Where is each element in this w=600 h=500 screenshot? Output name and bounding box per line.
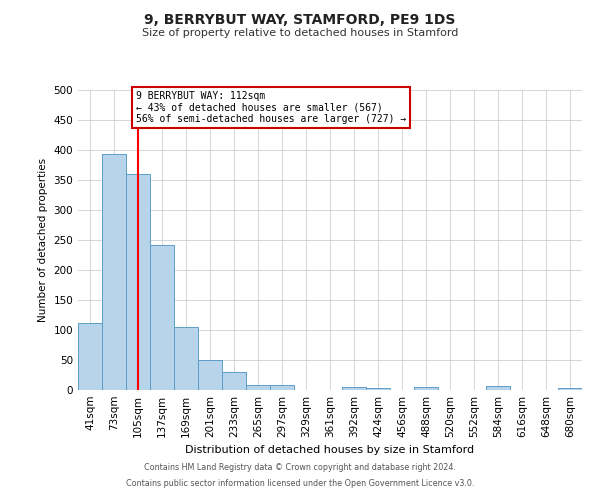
Bar [174,327,198,390]
Text: 9 BERRYBUT WAY: 112sqm
← 43% of detached houses are smaller (567)
56% of semi-de: 9 BERRYBUT WAY: 112sqm ← 43% of detached… [136,91,406,124]
Bar [198,360,222,390]
Bar [222,372,246,390]
Bar [150,245,174,390]
Bar [414,387,438,390]
Bar [270,385,294,390]
Bar [486,386,510,390]
Text: 9, BERRYBUT WAY, STAMFORD, PE9 1DS: 9, BERRYBUT WAY, STAMFORD, PE9 1DS [145,12,455,26]
Bar [246,385,270,390]
Bar [78,323,102,390]
X-axis label: Distribution of detached houses by size in Stamford: Distribution of detached houses by size … [185,446,475,456]
Bar [342,387,366,390]
Bar [126,174,150,390]
Bar [558,388,582,390]
Text: Size of property relative to detached houses in Stamford: Size of property relative to detached ho… [142,28,458,38]
Text: Contains public sector information licensed under the Open Government Licence v3: Contains public sector information licen… [126,478,474,488]
Bar [102,154,126,390]
Text: Contains HM Land Registry data © Crown copyright and database right 2024.: Contains HM Land Registry data © Crown c… [144,464,456,472]
Y-axis label: Number of detached properties: Number of detached properties [38,158,48,322]
Bar [366,388,390,390]
